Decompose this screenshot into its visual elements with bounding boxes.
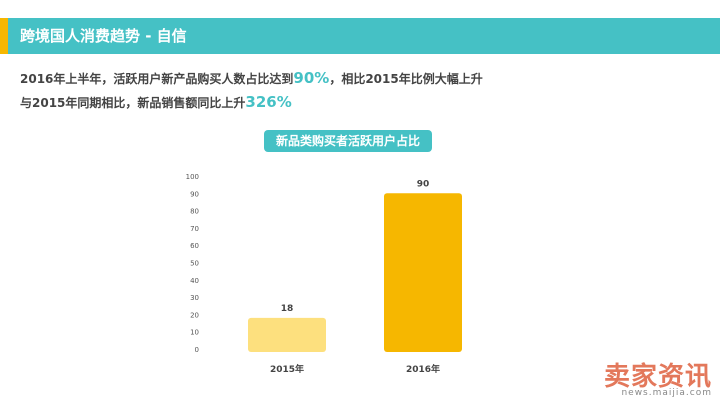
y-tick-label: 30 xyxy=(190,294,199,302)
y-tick-label: 10 xyxy=(190,329,199,337)
y-tick-label: 0 xyxy=(195,346,199,354)
summary-line-1: 2016年上半年，活跃用户新产品购买人数占比达到90%，相比2015年比例大幅上… xyxy=(20,66,483,90)
title-accent-stripe xyxy=(0,18,8,54)
x-tick-label: 2015年 xyxy=(270,363,304,375)
bar-data-label: 90 xyxy=(417,179,430,189)
y-tick-label: 60 xyxy=(190,242,199,250)
title-bar: 跨境国人消费趋势 - 自信 xyxy=(0,18,720,54)
summary-line-1-suffix: ，相比2015年比例大幅上升 xyxy=(329,72,483,86)
watermark-brand: 卖家资讯 xyxy=(603,362,712,392)
y-tick-label: 90 xyxy=(190,190,199,198)
y-tick-label: 20 xyxy=(190,311,199,319)
watermark-site: news.maijia.com xyxy=(621,388,712,398)
summary-highlight-percent: 90% xyxy=(293,69,330,87)
y-tick-label: 40 xyxy=(190,277,199,285)
bar-1 xyxy=(248,317,326,352)
summary-line-2: 与2015年同期相比，新品销售额同比上升326% xyxy=(20,90,292,114)
chart-title: 新品类购买者活跃用户占比 xyxy=(264,130,432,152)
summary-line-1-prefix: 2016年上半年，活跃用户新产品购买人数占比达到 xyxy=(20,72,294,86)
bar-2 xyxy=(384,193,462,352)
y-tick-label: 100 xyxy=(186,173,199,181)
summary-highlight-growth: 326% xyxy=(245,93,292,111)
summary-line-2-prefix: 与2015年同期相比，新品销售额同比上升 xyxy=(20,96,246,110)
bar-data-label: 18 xyxy=(281,304,294,314)
y-tick-label: 80 xyxy=(190,208,199,216)
y-tick-label: 50 xyxy=(190,260,199,268)
x-tick-label: 2016年 xyxy=(406,363,440,375)
y-tick-label: 70 xyxy=(190,225,199,233)
page-title: 跨境国人消费趋势 - 自信 xyxy=(20,27,187,45)
watermark-logo: 卖家资讯 news.maijia.com xyxy=(574,356,716,402)
